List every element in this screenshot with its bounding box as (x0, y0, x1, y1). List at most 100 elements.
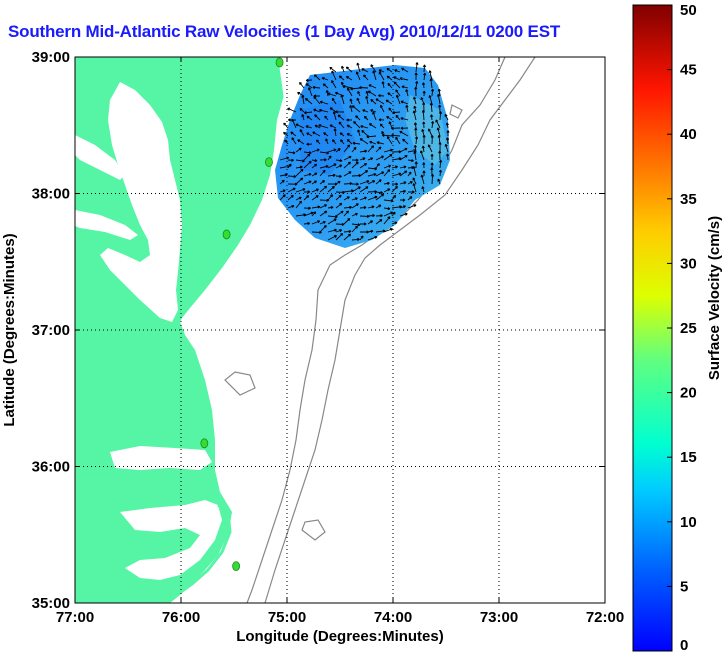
velocity-arrow (333, 128, 337, 137)
velocity-arrow (386, 116, 393, 121)
velocity-arrow (343, 218, 351, 225)
velocity-arrow (400, 126, 409, 130)
velocity-arrow (446, 130, 450, 136)
velocity-arrow (367, 180, 376, 185)
velocity-arrow (383, 164, 392, 169)
velocity-arrow (287, 151, 296, 155)
velocity-arrow (359, 180, 370, 185)
velocity-arrow (367, 195, 378, 201)
velocity-arrow (361, 68, 369, 73)
velocity-arrow (287, 158, 294, 162)
velocity-arrow (346, 124, 353, 129)
velocity-arrow (368, 84, 377, 89)
velocity-arrow (429, 78, 433, 89)
velocity-arrow (295, 188, 306, 193)
velocity-arrow (325, 90, 329, 97)
velocity-arrow (349, 98, 353, 105)
velocity-arrow (340, 139, 345, 145)
velocity-arrow (359, 85, 369, 90)
velocity-arrow (391, 157, 402, 161)
velocity-arrow (351, 225, 358, 233)
velocity-arrow (343, 229, 352, 234)
velocity-arrow (331, 97, 337, 105)
velocity-arrow (343, 171, 352, 177)
velocity-arrow (335, 164, 343, 169)
velocity-arrow (335, 222, 345, 226)
velocity-arrow (391, 182, 399, 186)
velocity-arrow (365, 90, 369, 97)
velocity-arrow (375, 191, 383, 195)
velocity-arrow (422, 134, 426, 145)
velocity-arrow (351, 186, 361, 193)
colorbar-tick-label: 35 (680, 191, 697, 208)
velocity-arrow (343, 155, 352, 161)
velocity-arrow (407, 181, 413, 185)
velocity-arrow (438, 150, 442, 161)
current-field-patch (300, 100, 355, 175)
velocity-arrow (392, 110, 401, 115)
velocity-arrow (414, 127, 418, 137)
albemarle-sound (110, 446, 212, 470)
colorbar-tick-label: 45 (680, 62, 697, 79)
velocity-arrow (343, 205, 352, 209)
velocity-arrow (327, 148, 337, 153)
station-marker (232, 561, 241, 572)
station-marker (275, 57, 284, 68)
velocity-arrow (279, 173, 288, 177)
velocity-arrow (370, 64, 377, 73)
velocity-arrow (375, 171, 385, 177)
velocity-arrow (412, 183, 417, 193)
velocity-arrow (319, 100, 329, 105)
velocity-arrow (436, 93, 441, 105)
velocity-arrow (287, 194, 294, 201)
velocity-arrow (311, 148, 320, 153)
velocity-arrow (355, 115, 361, 121)
velocity-arrow (391, 133, 401, 138)
velocity-arrow (385, 99, 393, 105)
velocity-arrow (295, 177, 304, 185)
velocity-arrow (338, 121, 345, 129)
velocity-arrow (381, 81, 385, 89)
velocity-arrow (378, 94, 385, 98)
velocity-arrow (386, 136, 393, 145)
velocity-arrow (367, 229, 374, 233)
velocity-arrow (383, 211, 394, 217)
velocity-arrow (414, 161, 418, 169)
velocity-arrow (359, 205, 367, 210)
velocity-arrow (405, 89, 409, 97)
velocity-arrow (393, 81, 401, 89)
velocity-arrow (438, 169, 443, 177)
velocity-arrow (399, 130, 409, 137)
velocity-arrow (419, 150, 425, 161)
velocity-arrow (321, 76, 329, 81)
velocity-arrow (329, 107, 337, 113)
velocity-arrow (351, 212, 358, 217)
velocity-arrow (335, 110, 345, 114)
velocity-arrow (383, 216, 391, 225)
velocity-arrow (383, 206, 391, 211)
velocity-arrow (335, 210, 344, 217)
velocity-arrow (359, 196, 367, 201)
velocity-arrow (399, 189, 406, 193)
velocity-arrow (287, 204, 295, 209)
velocity-arrow (327, 228, 337, 233)
velocity-arrow (279, 189, 286, 193)
velocity-arrow (359, 149, 368, 153)
velocity-arrow (325, 138, 329, 145)
velocity-arrow (421, 110, 425, 121)
velocity-arrow (349, 104, 353, 113)
velocity-arrow (356, 97, 361, 105)
velocity-arrow (413, 144, 417, 153)
velocity-arrow (405, 104, 409, 113)
y-tick-label: 36:00 (32, 459, 70, 476)
velocity-arrow (311, 163, 318, 169)
chesapeake-bay (100, 82, 182, 322)
velocity-arrow (399, 165, 407, 169)
velocity-arrow (399, 154, 408, 161)
velocity-arrow (414, 136, 419, 145)
velocity-arrow (431, 121, 435, 129)
velocity-arrow (351, 158, 359, 162)
velocity-arrow (314, 124, 321, 129)
x-tick-label: 76:00 (162, 609, 200, 626)
